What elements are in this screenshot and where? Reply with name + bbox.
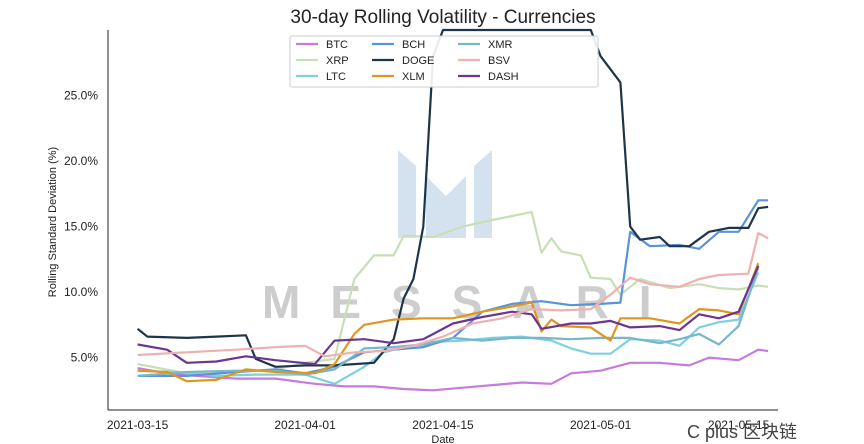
series-line-doge bbox=[136, 28, 769, 368]
messari-logo-mark bbox=[398, 150, 492, 238]
legend-label-bsv: BSV bbox=[488, 55, 511, 67]
axes: 5.0% 10.0% 15.0% 20.0% 25.0% 2021-03-15 2021-0… bbox=[64, 30, 778, 432]
y-tick-label: 10.0% bbox=[64, 285, 98, 299]
legend-label-bch: BCH bbox=[402, 39, 425, 51]
legend-label-dash: DASH bbox=[488, 71, 519, 83]
x-tick-label: 2021-04-15 bbox=[412, 418, 474, 432]
x-tick-label: 2021-03-15 bbox=[107, 418, 169, 432]
chart-title: 30-day Rolling Volatility - Currencies bbox=[290, 7, 595, 28]
x-tick-label: 2021-05-15 bbox=[708, 418, 770, 432]
y-tick-label: 15.0% bbox=[64, 220, 98, 234]
watermark: MESSARI bbox=[262, 150, 682, 328]
x-tick-label: 2021-04-01 bbox=[274, 418, 336, 432]
series-layer bbox=[136, 28, 769, 392]
legend-label-btc: BTC bbox=[326, 39, 348, 51]
y-tick-label: 25.0% bbox=[64, 89, 98, 103]
legend-box bbox=[289, 35, 599, 88]
series-line-bsv bbox=[137, 232, 769, 358]
series-line-btc bbox=[137, 348, 769, 392]
x-axis-label: Date bbox=[431, 434, 454, 444]
legend-label-xmr: XMR bbox=[488, 39, 513, 51]
series-line-xlm bbox=[137, 262, 760, 383]
legend-label-xrp: XRP bbox=[326, 55, 349, 67]
y-axis-label: Rolling Standard Deviation (%) bbox=[47, 147, 59, 297]
legend-label-doge: DOGE bbox=[402, 55, 434, 67]
legend: BTC XRP LTC BCH DOGE XLM XMR BSV DASH bbox=[289, 35, 599, 88]
y-tick-label: 5.0% bbox=[71, 351, 99, 365]
x-tick-label: 2021-05-01 bbox=[570, 418, 632, 432]
legend-label-ltc: LTC bbox=[326, 71, 346, 83]
series-line-xrp bbox=[137, 211, 769, 375]
y-tick-label: 20.0% bbox=[64, 154, 98, 168]
series-line-dash bbox=[137, 265, 760, 366]
footer-watermark: C plus 区块链 bbox=[687, 422, 797, 442]
legend-label-xlm: XLM bbox=[402, 71, 425, 83]
watermark-brand: MESSARI bbox=[262, 276, 682, 328]
